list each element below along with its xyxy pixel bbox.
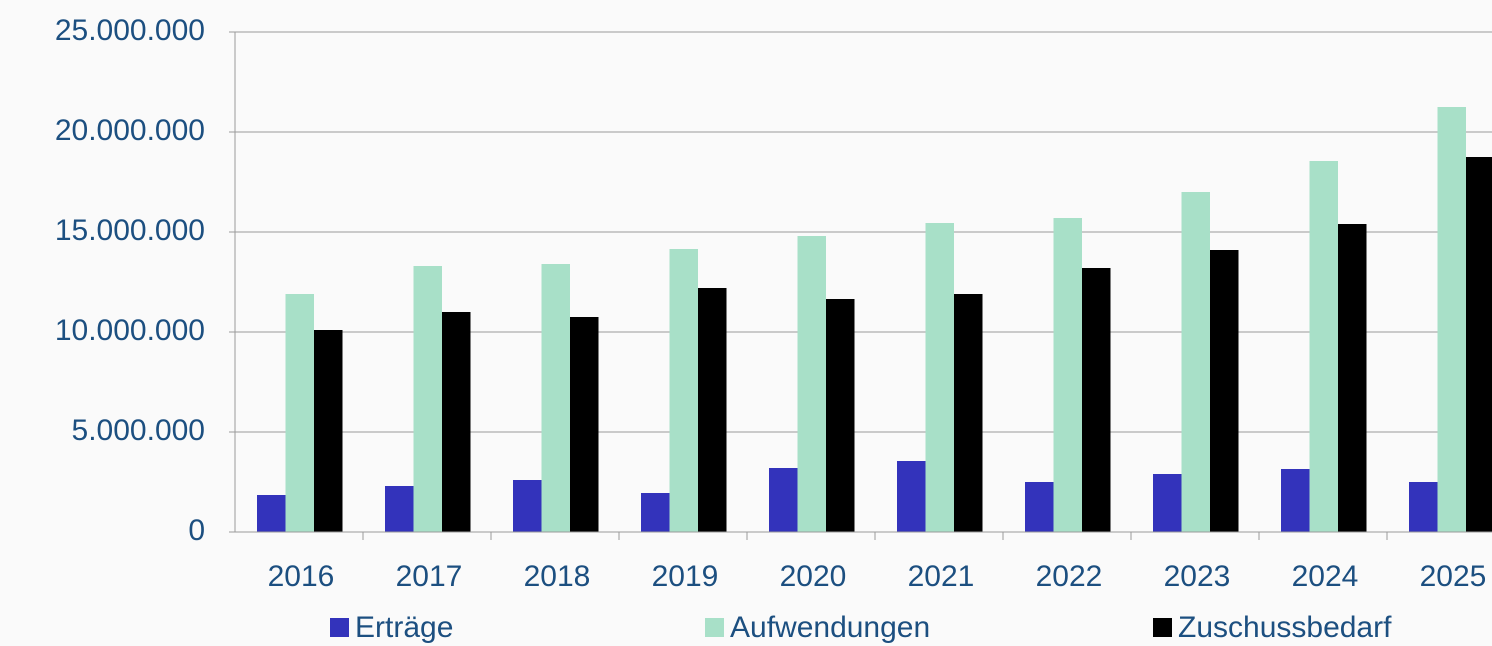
bar	[925, 223, 954, 532]
y-tick-label: 20.000.000	[55, 114, 205, 147]
bar	[285, 294, 314, 532]
bar	[669, 249, 698, 532]
legend-swatch	[705, 618, 724, 637]
bar	[1409, 482, 1438, 532]
x-tick-label: 2024	[1292, 560, 1359, 593]
legend-swatch	[330, 618, 349, 637]
bar	[698, 288, 727, 532]
y-tick-label: 15.000.000	[55, 214, 205, 247]
bar	[385, 486, 414, 532]
x-tick-label: 2017	[396, 560, 463, 593]
bar	[897, 461, 926, 532]
bar	[570, 317, 599, 532]
bar	[1437, 107, 1466, 532]
bar	[769, 468, 798, 532]
x-tick-label: 2022	[1036, 560, 1103, 593]
bar	[1281, 469, 1310, 532]
legend-label: Zuschussbedarf	[1178, 611, 1392, 644]
bar	[1153, 474, 1182, 532]
legend-swatch	[1153, 618, 1172, 637]
legend-label: Aufwendungen	[730, 611, 930, 644]
bar	[1210, 250, 1239, 532]
bar	[826, 299, 855, 532]
x-tick-label: 2020	[780, 560, 847, 593]
bar	[314, 330, 343, 532]
bar	[1338, 224, 1367, 532]
bar	[541, 264, 570, 532]
bar	[1309, 161, 1338, 532]
bar	[797, 236, 826, 532]
y-tick-label: 5.000.000	[72, 414, 205, 447]
bar	[1053, 218, 1082, 532]
x-tick-label: 2019	[652, 560, 719, 593]
bar	[1466, 157, 1492, 532]
bar	[1181, 192, 1210, 532]
bar	[1025, 482, 1054, 532]
y-tick-label: 25.000.000	[55, 14, 205, 47]
x-tick-label: 2018	[524, 560, 591, 593]
x-tick-label: 2025	[1420, 560, 1487, 593]
bar	[413, 266, 442, 532]
bar	[1082, 268, 1111, 532]
x-tick-label: 2023	[1164, 560, 1231, 593]
y-tick-label: 0	[188, 514, 205, 547]
bar	[257, 495, 286, 532]
bar	[513, 480, 542, 532]
bar	[954, 294, 983, 532]
x-tick-label: 2021	[908, 560, 975, 593]
legend-label: Erträge	[355, 611, 453, 644]
bar	[442, 312, 471, 532]
x-tick-label: 2016	[268, 560, 335, 593]
y-tick-label: 10.000.000	[55, 314, 205, 347]
bar	[641, 493, 670, 532]
